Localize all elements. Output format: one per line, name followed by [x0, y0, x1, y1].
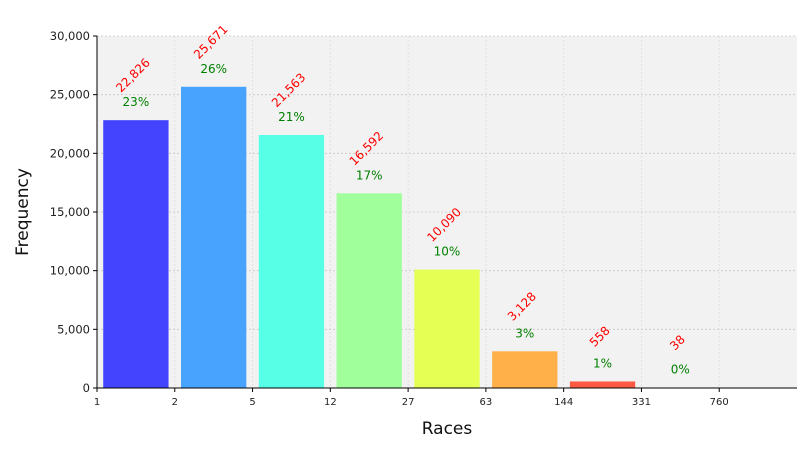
y-ticks-group: 0 5,000 10,000 15,000 20,000 25,000 30,000: [50, 29, 97, 395]
bar-5: [414, 269, 480, 388]
bar-percent-label: 26%: [200, 62, 227, 76]
bar-percent-label: 1%: [593, 356, 612, 370]
x-tick-label: 5: [249, 397, 255, 408]
x-tick-label: 331: [632, 397, 651, 408]
bar-7: [569, 381, 636, 388]
bar-percent-label: 0%: [671, 363, 690, 377]
y-tick-label: 10,000: [50, 264, 90, 278]
bar-4: [336, 193, 402, 388]
bar-2: [181, 86, 247, 388]
bar-percent-label: 3%: [515, 326, 534, 340]
x-axis-title: Races: [422, 419, 473, 439]
bar-percent-label: 10%: [434, 245, 461, 259]
bar-percent-label: 17%: [356, 168, 383, 182]
y-tick-label: 5,000: [57, 322, 90, 336]
bar-percent-label: 23%: [123, 95, 150, 109]
x-tick-label: 144: [554, 397, 573, 408]
x-tick-label: 63: [480, 397, 493, 408]
y-tick-label: 20,000: [50, 146, 90, 160]
y-tick-label: 30,000: [50, 29, 90, 43]
x-tick-label: 2: [172, 397, 178, 408]
x-ticks-group: 1 2 5 12 27 63 144 331 760: [94, 388, 729, 408]
x-tick-label: 27: [402, 397, 415, 408]
bar-3: [258, 134, 325, 388]
bar-percent-label: 21%: [278, 110, 305, 124]
bar-6: [492, 351, 558, 388]
bars-group: [103, 86, 713, 389]
bar-1: [103, 120, 169, 389]
y-tick-label: 25,000: [50, 88, 90, 102]
y-tick-label: 0: [83, 381, 90, 395]
x-tick-label: 760: [710, 397, 729, 408]
y-tick-label: 15,000: [50, 205, 90, 219]
x-tick-label: 12: [324, 397, 337, 408]
y-axis-title: Frequency: [13, 168, 33, 256]
x-tick-label: 1: [94, 397, 100, 408]
